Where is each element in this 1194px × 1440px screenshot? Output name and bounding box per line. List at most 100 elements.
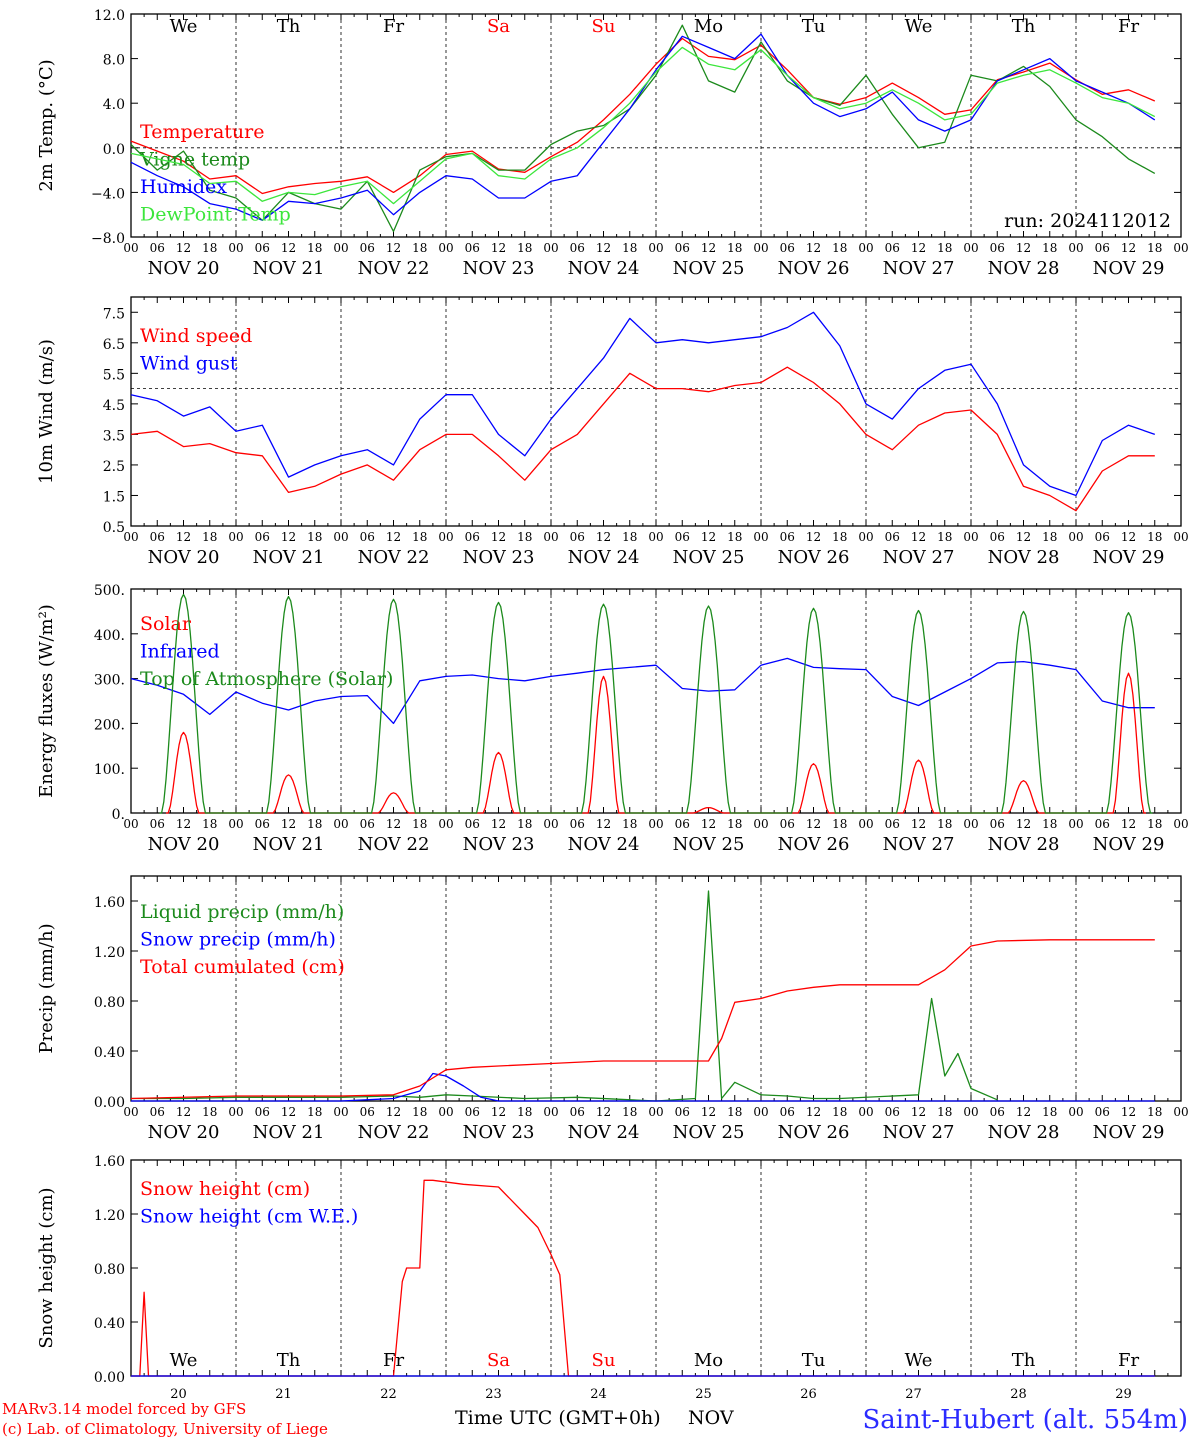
hour-tick-label: 18 <box>1042 817 1057 831</box>
hour-tick-label: 00 <box>438 241 453 255</box>
legend-entry: Top of Atmosphere (Solar) <box>140 668 393 690</box>
hour-tick-label: 18 <box>307 817 322 831</box>
hour-tick-label: 06 <box>465 241 480 255</box>
hour-tick-label: 06 <box>990 1105 1005 1119</box>
hour-tick-label: 00 <box>228 530 243 544</box>
legend-entry: Humidex <box>140 176 227 198</box>
date-label: NOV 27 <box>883 547 955 568</box>
hour-tick-label: 18 <box>202 241 217 255</box>
y-tick-label: 300. <box>94 673 125 689</box>
hour-tick-label: 18 <box>412 1105 427 1119</box>
y-axis-label: Snow height (cm) <box>36 1187 57 1348</box>
date-label: NOV 28 <box>988 258 1060 279</box>
hour-tick-label: 12 <box>176 530 191 544</box>
date-label: NOV 23 <box>463 547 535 568</box>
legend-entry: Vigne temp <box>139 149 250 171</box>
hour-tick-label: 06 <box>1095 530 1110 544</box>
series-line-3 <box>130 939 1155 1100</box>
y-tick-label: 0.00 <box>94 1370 125 1386</box>
hour-tick-label: 12 <box>806 817 821 831</box>
hour-tick-label: 12 <box>806 1105 821 1119</box>
plot-frame <box>130 588 1182 814</box>
hour-tick-label: 00 <box>543 817 558 831</box>
hour-tick-label: 18 <box>937 241 952 255</box>
hour-tick-label: 06 <box>885 1105 900 1119</box>
hour-tick-label: 18 <box>1042 1105 1057 1119</box>
legend-entry: Wind gust <box>140 353 238 375</box>
hour-tick-label: 06 <box>360 817 375 831</box>
day-number-label: 22 <box>380 1387 397 1402</box>
hour-tick-label: 00 <box>543 241 558 255</box>
hour-tick-label: 00 <box>1173 241 1188 255</box>
hour-tick-label: 18 <box>1147 241 1162 255</box>
weekday-label: Mo <box>694 1350 723 1371</box>
date-label: NOV 20 <box>148 1122 220 1143</box>
date-label: NOV 26 <box>778 547 850 568</box>
date-label: NOV 25 <box>673 547 745 568</box>
hour-tick-label: 06 <box>360 530 375 544</box>
hour-tick-label: 18 <box>937 530 952 544</box>
date-label: NOV 28 <box>988 834 1060 855</box>
date-label: NOV 28 <box>988 1122 1060 1143</box>
hour-tick-label: 12 <box>281 1105 296 1119</box>
legend-entry: Snow height (cm W.E.) <box>140 1206 358 1228</box>
hour-tick-label: 18 <box>622 530 637 544</box>
weekday-label: Th <box>277 16 301 37</box>
weekday-label: Sa <box>487 16 510 37</box>
weekday-label: Su <box>592 16 616 37</box>
weekday-label: Sa <box>487 1350 510 1371</box>
hour-tick-label: 06 <box>465 1105 480 1119</box>
y-tick-label: 4.0 <box>103 97 125 113</box>
day-number-label: 23 <box>485 1387 502 1402</box>
hour-tick-label: 00 <box>753 530 768 544</box>
hour-tick-label: 00 <box>1068 241 1083 255</box>
legend-entry: Snow precip (mm/h) <box>140 929 336 951</box>
hour-tick-label: 06 <box>990 241 1005 255</box>
hour-tick-label: 12 <box>1016 530 1031 544</box>
day-number-label: 29 <box>1115 1387 1132 1402</box>
hour-tick-label: 18 <box>412 530 427 544</box>
hour-tick-label: 00 <box>123 241 138 255</box>
hour-tick-label: 12 <box>386 817 401 831</box>
hour-tick-label: 12 <box>386 1105 401 1119</box>
legend-entry: Liquid precip (mm/h) <box>140 901 344 923</box>
day-number-label: 26 <box>800 1387 817 1402</box>
hour-tick-label: 12 <box>701 530 716 544</box>
date-label: NOV 22 <box>358 258 430 279</box>
series-line-1 <box>166 672 1146 814</box>
date-label: NOV 25 <box>673 834 745 855</box>
hour-tick-label: 06 <box>255 817 270 831</box>
hour-tick-label: 00 <box>333 241 348 255</box>
hour-tick-label: 00 <box>753 241 768 255</box>
hour-tick-label: 18 <box>727 530 742 544</box>
hour-tick-label: 12 <box>596 241 611 255</box>
weekday-label: Tu <box>802 16 826 37</box>
day-number-label: 21 <box>275 1387 292 1402</box>
station-label: Saint-Hubert (alt. 554m) <box>862 1405 1188 1435</box>
hour-tick-label: 18 <box>307 1105 322 1119</box>
legend-entry: Snow height (cm) <box>140 1178 310 1200</box>
hour-tick-label: 18 <box>1147 817 1162 831</box>
hour-tick-label: 06 <box>1095 1105 1110 1119</box>
legend-entry: Temperature <box>140 121 264 143</box>
copyright-credit: (c) Lab. of Climatology, University of L… <box>2 1420 328 1438</box>
day-number-label: 28 <box>1010 1387 1027 1402</box>
date-label: NOV 24 <box>568 547 640 568</box>
date-label: NOV 29 <box>1093 258 1165 279</box>
hour-tick-label: 06 <box>675 817 690 831</box>
hour-tick-label: 00 <box>543 530 558 544</box>
hour-tick-label: 18 <box>622 1105 637 1119</box>
hour-tick-label: 18 <box>832 1105 847 1119</box>
hour-tick-label: 00 <box>228 1105 243 1119</box>
weekday-label: Fr <box>1118 1350 1139 1371</box>
date-label: NOV 23 <box>463 258 535 279</box>
hour-tick-label: 00 <box>858 1105 873 1119</box>
hour-tick-label: 00 <box>858 241 873 255</box>
y-tick-label: 6.5 <box>103 337 125 353</box>
y-axis-label: 2m Temp. (°C) <box>36 59 57 191</box>
weekday-label: Th <box>277 1350 301 1371</box>
date-label: NOV 24 <box>568 258 640 279</box>
hour-tick-label: 12 <box>911 530 926 544</box>
weekday-label: Th <box>1012 16 1036 37</box>
date-label: NOV 20 <box>148 258 220 279</box>
